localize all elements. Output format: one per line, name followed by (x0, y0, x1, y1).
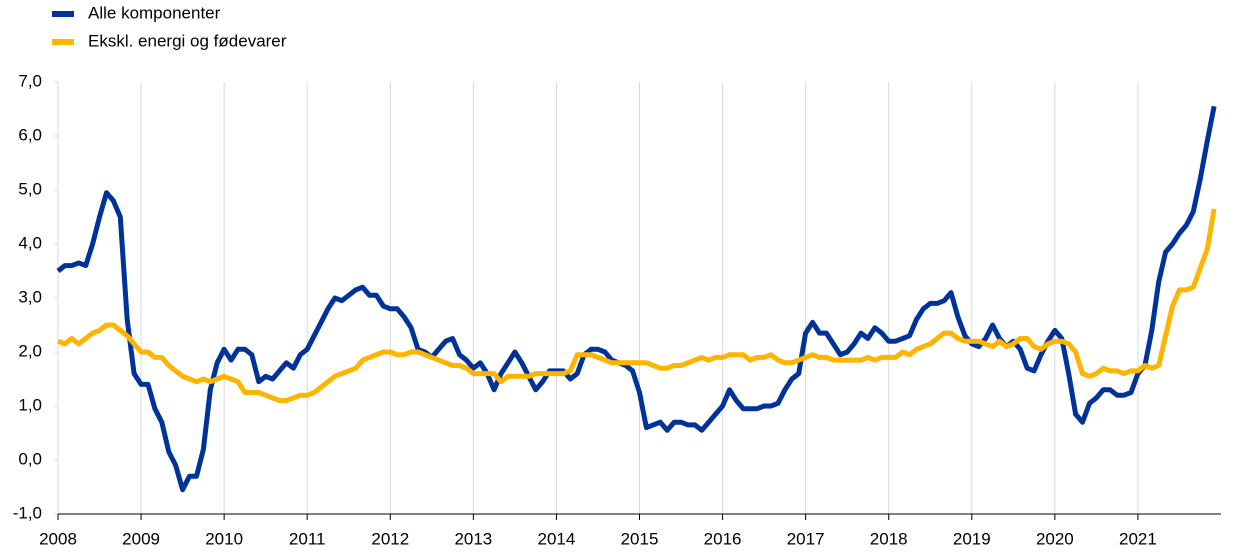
y-tick-label: 3,0 (18, 287, 42, 306)
x-tick-label: 2013 (454, 529, 492, 548)
x-tick-label: 2017 (787, 529, 825, 548)
x-tick-label: 2015 (621, 529, 659, 548)
series-line (57, 208, 1217, 404)
series-line (56, 105, 1217, 493)
x-tick-label: 2009 (122, 529, 160, 548)
x-tick-label: 2012 (371, 529, 409, 548)
x-tick-label: 2019 (953, 529, 991, 548)
legend-label: Ekskl. energi og fødevarer (88, 31, 287, 50)
x-tick-label: 2010 (205, 529, 243, 548)
x-tick-label: 2018 (870, 529, 908, 548)
y-tick-label: 5,0 (18, 179, 42, 198)
x-tick-label: 2008 (39, 529, 77, 548)
x-tick-label: 2011 (289, 529, 326, 548)
y-tick-label: 6,0 (18, 125, 42, 144)
x-tick-label: 2021 (1119, 529, 1157, 548)
y-tick-label: 4,0 (18, 233, 42, 252)
y-tick-label: 2,0 (18, 341, 42, 360)
x-tick-label: 2014 (538, 529, 576, 548)
y-tick-label: 7,0 (18, 71, 42, 90)
y-tick-label: 0,0 (18, 449, 42, 468)
y-tick-label: 1,0 (18, 395, 42, 414)
y-tick-label: -1,0 (13, 503, 42, 522)
legend-label: Alle komponenter (88, 3, 221, 22)
x-tick-label: 2016 (704, 529, 742, 548)
x-tick-label: 2020 (1036, 529, 1074, 548)
